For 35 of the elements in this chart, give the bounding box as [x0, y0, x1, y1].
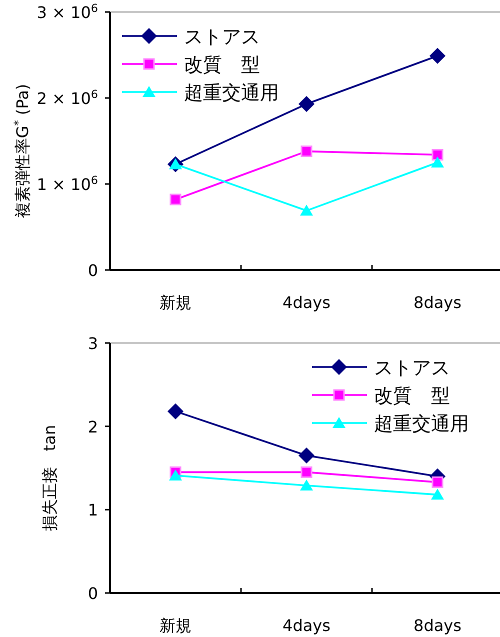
y-tick-label: 0	[88, 261, 98, 280]
x-tick-label: 新規	[160, 616, 192, 635]
point	[431, 488, 444, 500]
point	[430, 48, 446, 64]
point	[169, 470, 182, 480]
x-tick-label: 8days	[414, 616, 462, 635]
point	[298, 96, 314, 112]
x-tick-label: 4days	[282, 293, 330, 312]
point	[168, 403, 184, 420]
y-tick-label: 1	[88, 500, 98, 520]
y-tick-label: 3 × 10$^{6}$	[36, 2, 98, 22]
point	[300, 480, 313, 490]
legend-label: 超重交通用	[184, 82, 279, 104]
legend-label: 改質 型	[184, 54, 260, 76]
point	[431, 156, 444, 168]
legend-label: 改質 型	[374, 385, 450, 407]
y-tick-label: 2 × 10$^{6}$	[36, 88, 98, 108]
point	[170, 194, 182, 206]
legend-label: 超重交通用	[374, 413, 469, 435]
x-tick-label: 8days	[414, 293, 462, 312]
y-tick-label: 2	[88, 417, 98, 436]
y-tick-label: 1 × 10$^{6}$	[36, 174, 98, 194]
x-tick-label: 新規	[160, 293, 192, 312]
point	[300, 204, 313, 216]
y-tick-label: 3	[88, 334, 98, 353]
point	[432, 476, 444, 488]
y-axis-title: 損失正接 tan	[40, 424, 59, 532]
y-tick-label: 0	[88, 584, 98, 603]
legend-label: ストアス	[374, 357, 450, 379]
point	[432, 149, 444, 161]
point	[300, 146, 312, 158]
x-tick-label: 4days	[282, 616, 330, 635]
legend-label: ストアス	[184, 26, 260, 48]
point	[298, 448, 314, 464]
point	[300, 466, 312, 478]
